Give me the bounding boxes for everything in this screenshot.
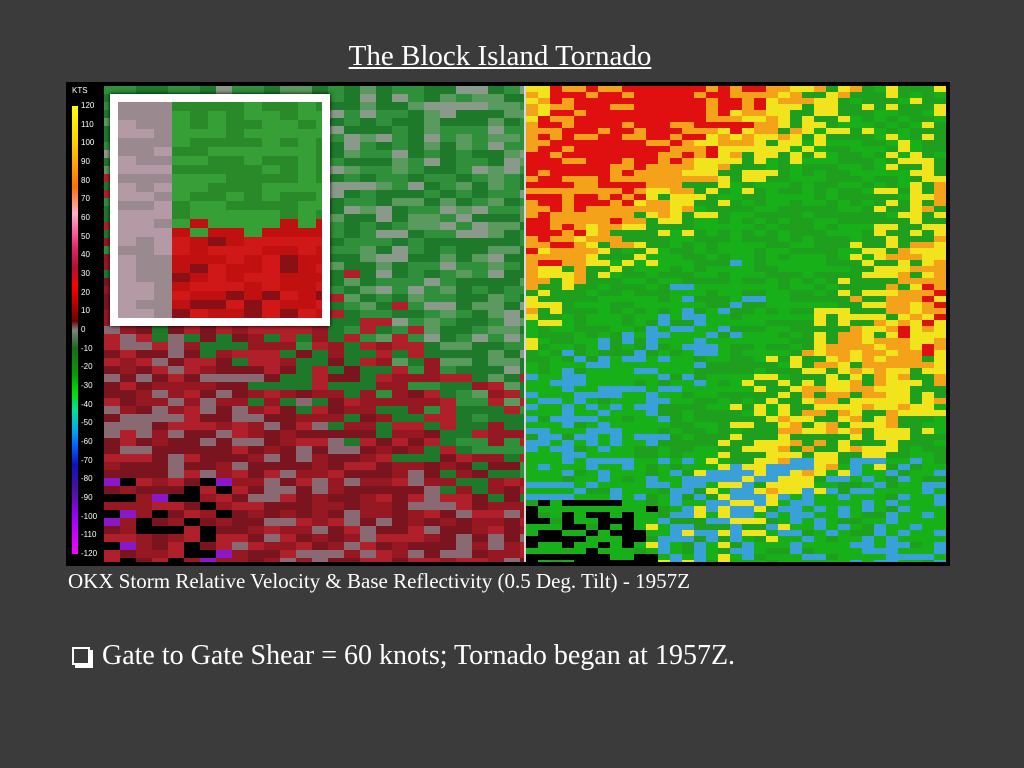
legend-tick: 120 [81,101,95,110]
bullet-text: Gate to Gate Shear = 60 knots; Tornado b… [102,640,736,671]
reflectivity-panel [526,86,946,562]
legend-tick: 100 [81,138,95,148]
legend-tick: -120 [81,549,98,558]
legend-tick: -40 [81,399,93,409]
slide-title: The Block Island Tornado [348,40,652,72]
legend-tick: 60 [81,213,90,222]
legend-unit: KTS [72,86,88,95]
legend-tick: 40 [81,250,90,260]
legend-tick: 0 [81,325,86,334]
legend-tick: -20 [81,362,93,372]
legend-color-bar [72,106,78,554]
legend-tick: 20 [81,287,90,297]
inset-field [118,102,322,318]
legend-tick: 70 [81,194,90,204]
radar-image: KTS 120 110 100 90 80 70 60 50 40 30 20 10 0 -10 -20 -3… [66,82,950,566]
legend-tick: 10 [81,306,90,316]
bullet-point: Gate to Gate Shear = 60 knots; Tornado b… [72,640,1002,672]
legend-tick: -60 [81,437,93,446]
checkbox-bullet-icon [72,647,90,665]
legend-tick: -70 [81,455,93,465]
legend-tick: -30 [81,381,93,390]
legend-tick: -80 [81,474,93,484]
legend-tick: -50 [81,418,93,428]
legend-tick: 90 [81,157,90,166]
legend-tick: -10 [81,343,93,353]
legend-tick: 50 [81,231,90,241]
legend-tick: -100 [81,511,98,521]
velocity-inset-zoom [118,102,322,318]
panel-divider [524,86,526,562]
legend-tick: 30 [81,269,90,278]
legend-tick: 110 [81,119,94,129]
velocity-inset-frame [110,94,330,326]
legend-tick: 80 [81,175,90,185]
reflectivity-field [526,86,946,562]
legend-tick: -90 [81,493,93,502]
legend-tick: -110 [81,530,97,540]
velocity-legend: KTS 120 110 100 90 80 70 60 50 40 30 20 10 0 -10 -20 -3… [70,86,104,560]
figure-caption: OKX Storm Relative Velocity & Base Refle… [68,569,690,593]
